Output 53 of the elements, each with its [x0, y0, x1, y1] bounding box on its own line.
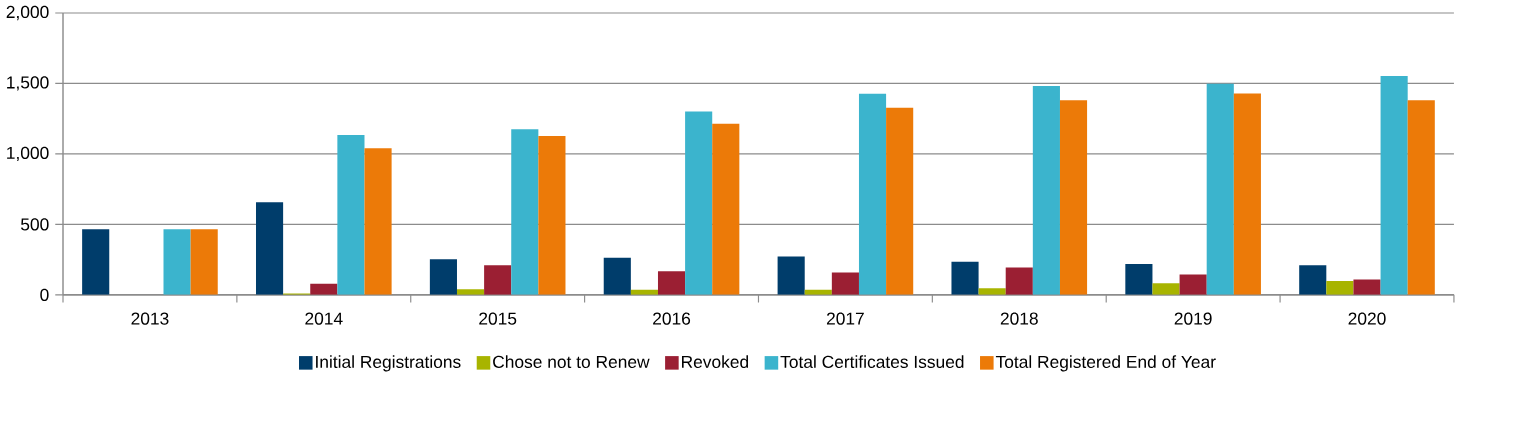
bar	[1059, 100, 1088, 296]
x-tick-label: 2016	[653, 312, 691, 325]
bar	[538, 136, 566, 296]
bar	[1206, 83, 1234, 296]
x-tick-label: 2017	[826, 312, 864, 325]
bar	[1299, 265, 1327, 296]
y-tick-label: 2,000	[6, 6, 49, 21]
legend-label: Total Registered End of Year	[995, 355, 1216, 372]
x-tick-label: 2018	[1000, 312, 1038, 325]
x-tick-label: 2019	[1174, 312, 1212, 325]
bar	[1125, 264, 1153, 296]
legend-label: Revoked	[682, 355, 749, 369]
bar	[1233, 93, 1261, 296]
bar	[1005, 267, 1033, 296]
bar	[712, 123, 740, 296]
bar	[364, 148, 392, 296]
legend-label: Initial Registrations	[316, 355, 461, 372]
y-tick-label: 500	[20, 218, 49, 231]
bar	[310, 284, 338, 296]
x-tick-label: 2013	[131, 312, 169, 325]
bar	[256, 202, 284, 296]
bar	[1152, 283, 1180, 296]
y-tick-label: 1,500	[7, 76, 49, 91]
legend-label: Chose not to Renew	[493, 355, 650, 369]
bar	[456, 289, 485, 296]
bar	[603, 258, 631, 296]
bar	[657, 271, 686, 296]
bar	[831, 272, 859, 296]
x-tick-label: 2020	[1348, 312, 1386, 325]
bar	[1326, 281, 1354, 296]
legend-label: Total Certificates Issued	[780, 355, 964, 369]
y-tick-label: 0	[40, 288, 49, 302]
bar	[190, 229, 218, 296]
x-tick-label: 2014	[305, 312, 343, 325]
bar	[1380, 76, 1408, 296]
bar	[1407, 100, 1435, 296]
bar	[858, 94, 887, 296]
bar	[484, 265, 512, 296]
bar	[1353, 279, 1381, 296]
bar	[429, 259, 457, 296]
x-tick-label: 2015	[479, 312, 517, 325]
bar	[1179, 274, 1207, 296]
bar	[1032, 86, 1060, 296]
bar	[951, 261, 979, 296]
bar	[978, 288, 1006, 296]
y-tick-label: 1,000	[7, 146, 49, 162]
bar	[685, 111, 713, 296]
bar	[511, 129, 539, 296]
bar	[886, 108, 914, 296]
bar	[337, 135, 365, 296]
bar	[82, 229, 110, 296]
bar	[777, 256, 805, 296]
bar	[163, 229, 191, 296]
